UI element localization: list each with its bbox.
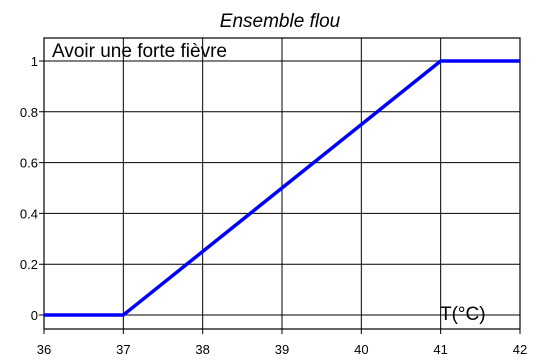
- x-tick-label: 42: [513, 342, 527, 357]
- x-tick-label: 40: [354, 342, 368, 357]
- y-tick-label: 1: [31, 54, 38, 69]
- grid: [39, 38, 521, 334]
- x-tick-label: 39: [275, 342, 289, 357]
- series-line: [44, 59, 520, 317]
- x-tick-label: 36: [37, 342, 51, 357]
- y-tick-label: 0.8: [20, 105, 38, 120]
- y-tick-label: 0.6: [20, 156, 38, 171]
- x-tick-label: 41: [433, 342, 447, 357]
- y-tick-labels: 0 0.2 0.4 0.6 0.8 1: [20, 54, 38, 323]
- y-tick-label: 0.2: [20, 257, 38, 272]
- x-tick-labels: 36 37 38 39 40 41 42: [37, 342, 527, 357]
- x-tick-label: 37: [116, 342, 130, 357]
- y-tick-label: 0.4: [20, 206, 38, 221]
- y-tick-label: 0: [31, 308, 38, 323]
- chart-title: Ensemble flou: [220, 11, 341, 32]
- x-axis-label: T(°C): [440, 304, 486, 325]
- annotation-label: Avoir une forte fièvre: [52, 41, 227, 62]
- series-group: [44, 59, 520, 317]
- x-tick-label: 38: [195, 342, 209, 357]
- plot-frame: [43, 37, 521, 330]
